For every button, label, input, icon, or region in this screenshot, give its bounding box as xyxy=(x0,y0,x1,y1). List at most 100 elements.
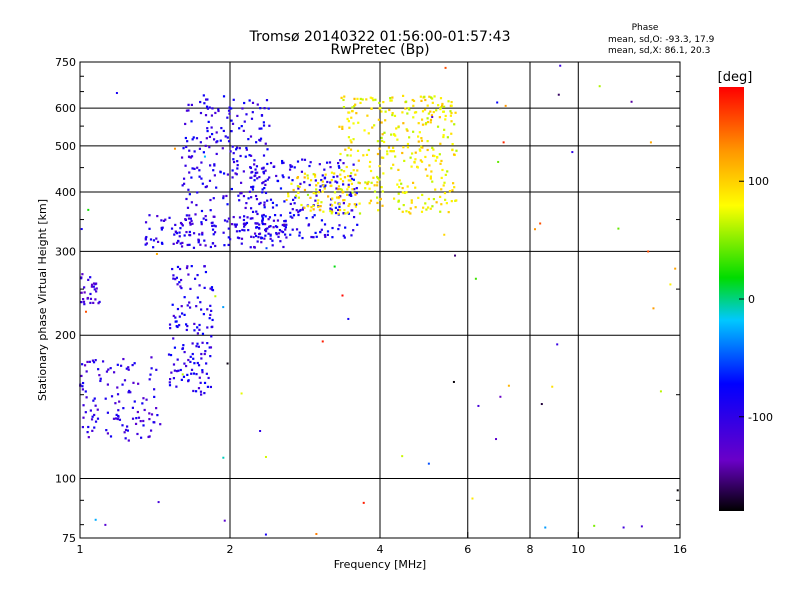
data-point xyxy=(221,147,224,150)
data-point xyxy=(367,180,370,184)
data-point xyxy=(106,432,110,435)
data-point xyxy=(315,532,318,535)
data-point xyxy=(198,233,201,236)
data-point xyxy=(92,282,96,285)
data-point xyxy=(432,154,435,157)
data-point xyxy=(199,100,202,104)
data-point xyxy=(201,332,205,335)
data-point xyxy=(320,219,324,222)
data-point xyxy=(401,186,404,190)
data-point xyxy=(392,146,395,149)
data-point xyxy=(431,180,434,183)
data-point xyxy=(182,147,185,150)
data-point xyxy=(265,247,268,250)
data-point xyxy=(376,201,379,205)
data-point xyxy=(239,192,242,195)
data-point xyxy=(175,385,178,388)
data-point xyxy=(336,181,339,184)
data-point xyxy=(279,187,283,190)
data-point xyxy=(396,183,399,186)
data-point xyxy=(215,131,218,134)
data-point xyxy=(143,408,146,412)
data-point xyxy=(398,185,401,189)
data-point xyxy=(355,192,358,195)
data-point xyxy=(93,426,96,429)
data-point xyxy=(168,323,172,326)
data-point xyxy=(406,129,409,132)
data-point xyxy=(213,215,216,218)
data-point xyxy=(192,246,196,249)
data-point xyxy=(377,118,380,121)
data-point xyxy=(187,217,191,220)
data-point xyxy=(122,407,125,410)
data-point xyxy=(227,236,230,239)
data-point xyxy=(245,221,249,225)
data-point xyxy=(87,425,90,429)
data-point xyxy=(378,178,381,181)
data-point xyxy=(382,140,386,144)
data-point xyxy=(203,391,206,395)
data-point xyxy=(307,205,310,208)
data-point xyxy=(121,383,124,386)
data-point xyxy=(277,232,281,235)
data-point xyxy=(222,172,226,175)
data-point xyxy=(406,112,409,115)
data-point xyxy=(84,390,87,393)
data-point xyxy=(87,208,90,211)
data-point xyxy=(357,159,360,162)
data-point xyxy=(228,106,231,109)
data-point xyxy=(279,214,282,217)
data-point xyxy=(407,107,410,110)
data-point xyxy=(156,240,160,243)
data-point xyxy=(271,206,275,209)
data-point xyxy=(354,103,357,106)
data-point xyxy=(412,116,415,119)
data-point xyxy=(293,166,296,169)
data-point xyxy=(380,136,383,139)
data-point xyxy=(92,361,96,364)
data-point xyxy=(116,386,119,389)
data-point xyxy=(308,183,311,187)
data-point xyxy=(282,245,285,249)
data-point xyxy=(409,212,412,215)
data-point xyxy=(336,162,340,165)
data-point xyxy=(104,523,107,526)
data-point xyxy=(126,425,129,428)
data-point xyxy=(199,111,203,115)
data-point xyxy=(253,163,256,166)
data-point xyxy=(195,305,198,308)
data-point xyxy=(392,163,395,166)
data-point xyxy=(214,295,217,298)
data-point xyxy=(264,215,267,218)
data-point xyxy=(106,411,109,414)
data-point xyxy=(424,98,427,102)
data-point xyxy=(449,114,452,117)
data-point xyxy=(355,203,358,206)
data-point xyxy=(239,154,242,158)
data-point xyxy=(199,390,203,393)
data-point xyxy=(337,212,340,215)
data-point xyxy=(118,400,121,403)
data-point xyxy=(196,326,199,329)
data-point xyxy=(94,298,97,301)
data-point xyxy=(350,234,353,237)
data-point xyxy=(649,141,652,144)
data-point xyxy=(211,325,214,328)
data-point xyxy=(287,195,290,198)
data-point xyxy=(453,186,456,189)
data-point xyxy=(450,104,453,107)
data-point xyxy=(188,230,191,234)
data-point xyxy=(263,237,266,240)
data-point xyxy=(444,66,447,69)
data-point xyxy=(236,167,239,170)
data-point xyxy=(223,219,227,222)
data-point xyxy=(95,287,98,290)
data-point xyxy=(258,232,262,235)
data-point xyxy=(223,519,226,522)
data-point xyxy=(377,209,380,212)
data-point xyxy=(181,184,184,187)
data-point xyxy=(296,175,300,179)
data-point xyxy=(442,184,445,187)
data-point xyxy=(439,210,442,213)
